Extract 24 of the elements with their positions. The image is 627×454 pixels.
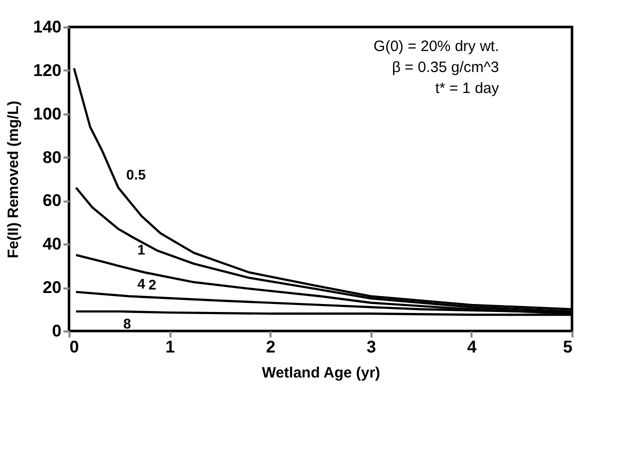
y-tick-label: 60 [42, 191, 62, 210]
series-label: 8 [123, 315, 132, 332]
x-tick-label: 4 [467, 338, 478, 356]
annotation: β = 0.35 g/cm^3 [392, 59, 499, 76]
y-tick-label: 40 [42, 234, 62, 254]
series-label: 4 [137, 275, 146, 292]
y-tick-label: 120 [33, 60, 62, 80]
x-axis-title: Wetland Age (yr) [262, 364, 380, 382]
y-tick-label: 20 [42, 278, 62, 298]
x-tick-label: 0 [70, 338, 79, 356]
series-label: 2 [148, 276, 156, 292]
y-tick-label: 80 [42, 148, 62, 167]
x-tick-label: 5 [563, 338, 572, 356]
y-tick-label: 100 [33, 104, 62, 124]
x-tick-label: 3 [366, 338, 376, 356]
x-tick-label: 1 [165, 338, 175, 356]
y-tick-label: 0 [52, 322, 62, 340]
y-axis-title: Fe(II) Removed (mg/L) [5, 100, 22, 258]
x-tick-label: 2 [266, 338, 276, 356]
series-label: 0.5 [126, 166, 146, 183]
series-label: 1 [137, 242, 146, 258]
annotation: G(0) = 20% dry wt. [374, 38, 499, 55]
annotation: t* = 1 day [435, 80, 500, 97]
y-tick-label: 140 [33, 18, 62, 36]
